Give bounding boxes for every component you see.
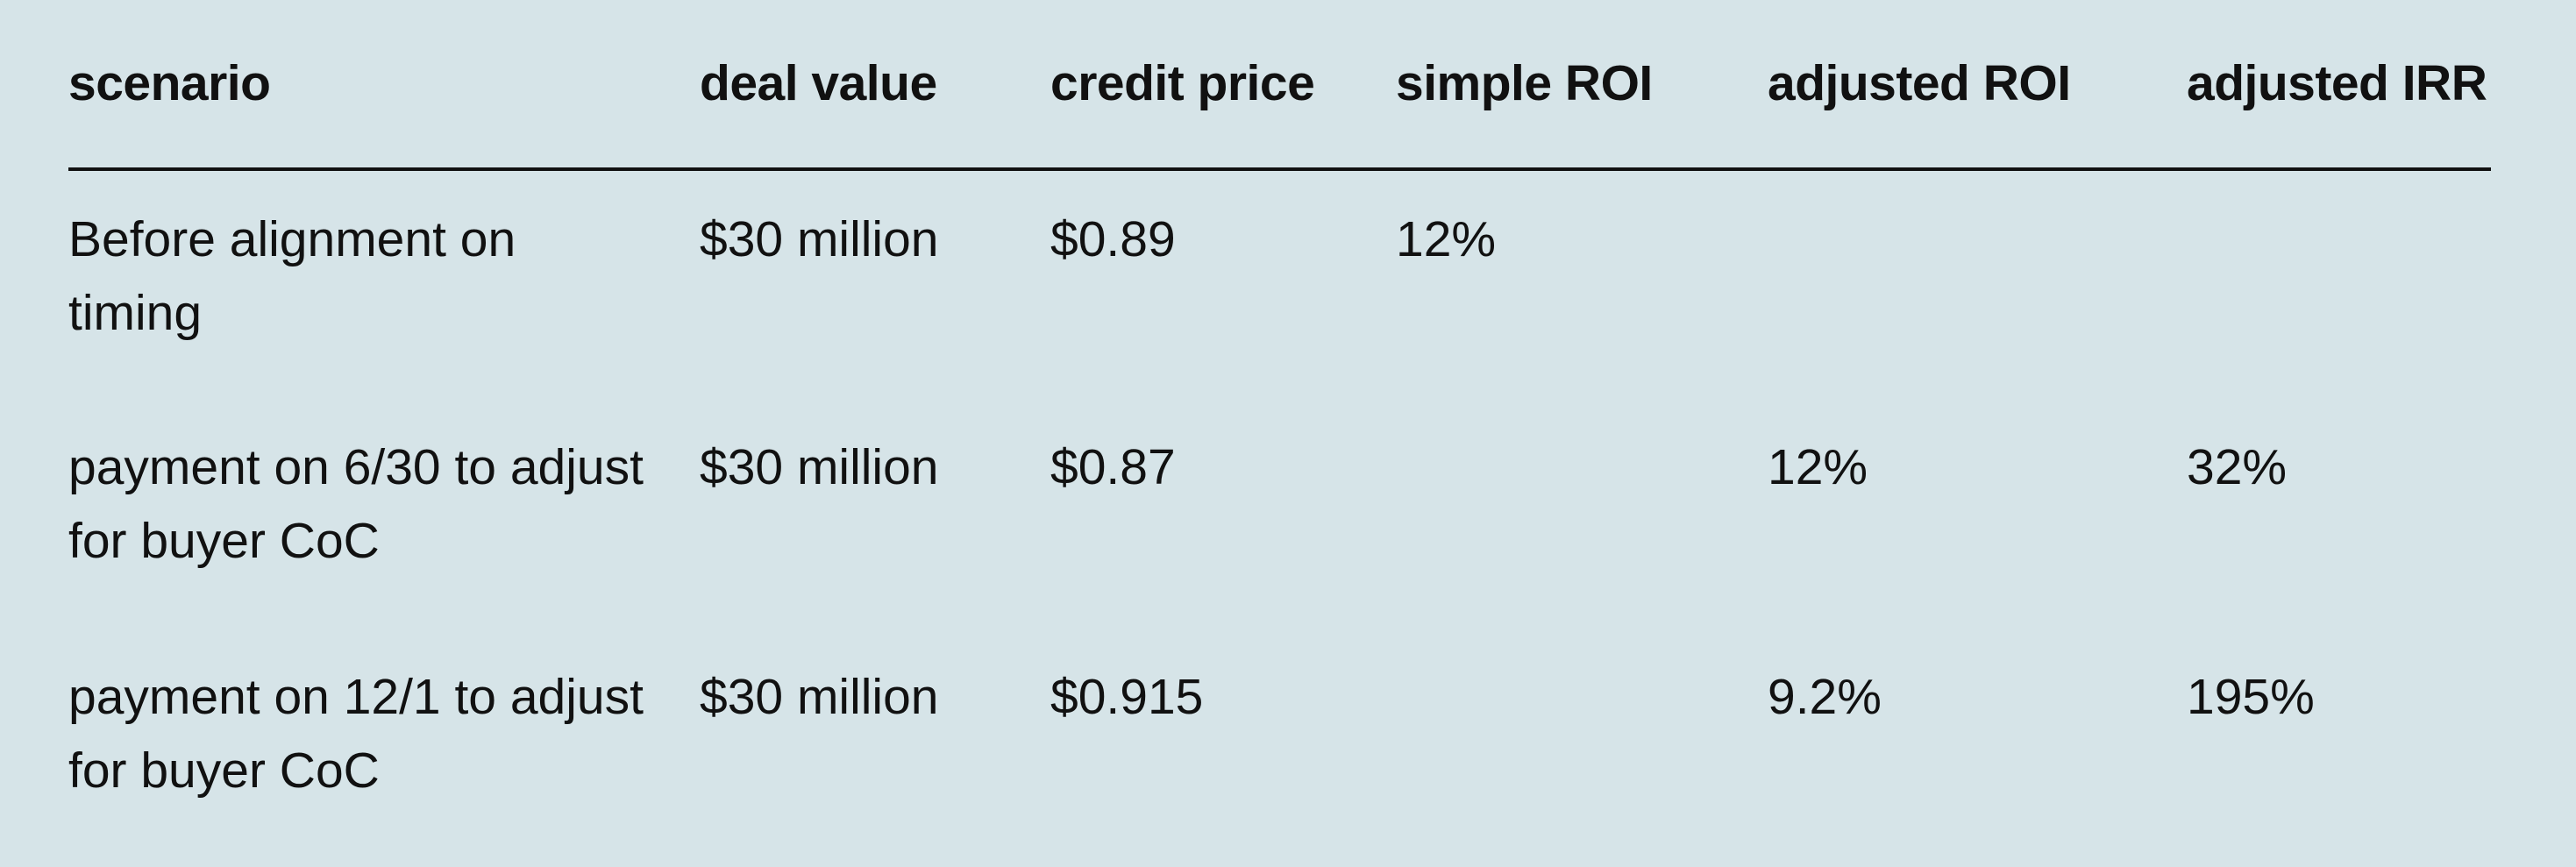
header-row: scenario deal value credit price simple … bbox=[68, 0, 2491, 171]
header-simple-roi: simple ROI bbox=[1396, 0, 1768, 171]
cell-adjusted-irr: 195% bbox=[2187, 669, 2315, 725]
header-adjusted-irr: adjusted IRR bbox=[2187, 0, 2491, 171]
cell-deal-value: $30 million bbox=[700, 669, 939, 725]
header-adjusted-roi: adjusted ROI bbox=[1768, 0, 2187, 171]
table-header: scenario deal value credit price simple … bbox=[68, 0, 2491, 171]
cell-deal-value: $30 million bbox=[700, 439, 939, 495]
cell-simple-roi: 12% bbox=[1396, 211, 1497, 267]
cell-simple-roi bbox=[1396, 399, 1768, 629]
table-row: payment on 6/30 to adjust for buyer CoC … bbox=[68, 399, 2491, 629]
cell-adjusted-irr: 32% bbox=[2187, 439, 2288, 495]
cell-adjusted-roi: 9.2% bbox=[1768, 669, 1882, 725]
cell-scenario: payment on 12/1 to adjust for buyer CoC bbox=[68, 669, 644, 799]
table-row: Before alignment on timing $30 million $… bbox=[68, 169, 2491, 399]
cell-deal-value: $30 million bbox=[700, 211, 939, 267]
table-row: payment on 12/1 to adjust for buyer CoC … bbox=[68, 629, 2491, 858]
cell-adjusted-roi: 12% bbox=[1768, 439, 1868, 495]
scenario-table: scenario deal value credit price simple … bbox=[68, 0, 2491, 858]
cell-credit-price: $0.87 bbox=[1050, 439, 1176, 495]
scenario-table-container: scenario deal value credit price simple … bbox=[68, 0, 2491, 858]
cell-credit-price: $0.89 bbox=[1050, 211, 1176, 267]
header-credit-price: credit price bbox=[1050, 0, 1396, 171]
cell-scenario: payment on 6/30 to adjust for buyer CoC bbox=[68, 439, 644, 569]
cell-credit-price: $0.915 bbox=[1050, 669, 1204, 725]
cell-adjusted-irr bbox=[2187, 169, 2491, 399]
header-deal-value: deal value bbox=[700, 0, 1050, 171]
cell-simple-roi bbox=[1396, 629, 1768, 858]
cell-adjusted-roi bbox=[1768, 169, 2187, 399]
header-scenario: scenario bbox=[68, 0, 700, 171]
table-body: Before alignment on timing $30 million $… bbox=[68, 169, 2491, 858]
cell-scenario: Before alignment on timing bbox=[68, 211, 516, 341]
